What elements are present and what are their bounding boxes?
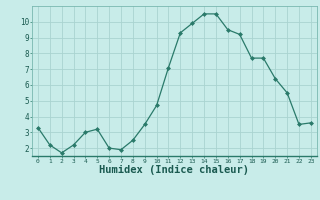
X-axis label: Humidex (Indice chaleur): Humidex (Indice chaleur): [100, 165, 249, 175]
